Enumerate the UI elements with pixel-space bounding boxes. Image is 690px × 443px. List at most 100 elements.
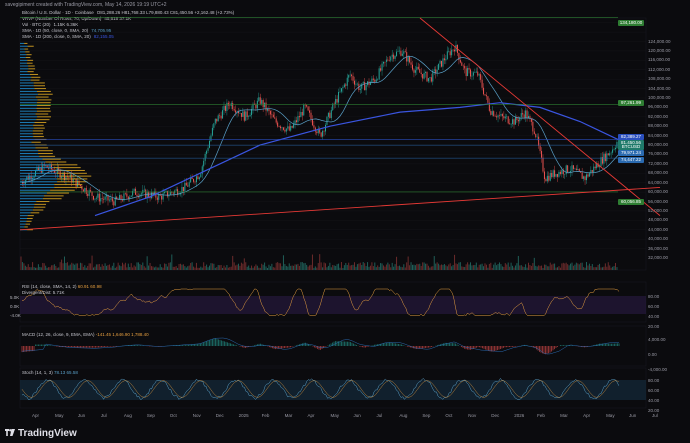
- candle-body: [345, 84, 347, 86]
- candle-body: [248, 116, 250, 117]
- macd-histogram-bar: [375, 344, 377, 346]
- candle-body: [242, 111, 244, 117]
- volume-bar: [559, 267, 561, 270]
- volume-profile-down: [24, 48, 29, 50]
- macd-histogram-bar: [600, 343, 602, 346]
- macd-histogram-bar: [354, 344, 356, 346]
- volume-bar: [536, 266, 538, 270]
- macd-histogram-bar: [84, 346, 86, 348]
- candle-body: [503, 116, 505, 119]
- legend-row[interactable]: SMA · 1D (200, close, 0, SMA, 20) 82,155.…: [22, 34, 114, 39]
- volume-bar: [599, 263, 601, 270]
- candle-body: [287, 126, 289, 129]
- macd-histogram-bar: [303, 342, 305, 346]
- volume-bar: [594, 267, 596, 270]
- candle-body: [33, 176, 35, 178]
- volume-bar: [130, 263, 132, 270]
- volume-bar: [269, 266, 271, 270]
- volume-bar: [504, 263, 506, 270]
- volume-bar: [203, 262, 205, 270]
- volume-bar: [565, 262, 567, 270]
- macd-histogram-bar: [230, 343, 231, 346]
- volume-bar: [542, 267, 544, 270]
- volume-profile-up: [20, 121, 35, 123]
- volume-profile-down: [35, 147, 49, 149]
- macd-histogram-bar: [135, 345, 137, 346]
- volume-bar: [149, 262, 151, 270]
- volume-bar: [303, 263, 305, 270]
- tradingview-brand[interactable]: TradingView: [18, 428, 77, 439]
- macd-histogram-bar: [389, 342, 390, 346]
- candle-body: [361, 83, 363, 89]
- legend-row[interactable]: VRVP (Number Of Rows, 70, Up/Down) 45,618…: [22, 16, 131, 21]
- candle-body: [583, 176, 585, 179]
- candle-body: [400, 50, 402, 56]
- candle-body: [339, 91, 341, 93]
- candle-body: [514, 117, 516, 125]
- rsi-band: [20, 296, 646, 314]
- macd-histogram-bar: [287, 346, 288, 348]
- candle-body: [383, 61, 384, 64]
- macd-histogram-bar: [183, 345, 185, 346]
- candle-body: [311, 118, 313, 126]
- price-axis-label: 44,000.00: [648, 226, 669, 232]
- volume-bar: [588, 263, 590, 270]
- volume-bar: [197, 267, 199, 270]
- macd-histogram-bar: [474, 346, 476, 349]
- legend-row[interactable]: Vol · BTC (20) 1.15K 6.36K: [22, 22, 78, 27]
- volume-bar: [133, 265, 135, 270]
- macd-histogram-bar: [48, 345, 50, 346]
- legend-row[interactable]: SMA · 1D (50, close, 0, SMA, 20) 74,705.9…: [22, 28, 111, 33]
- candle-body: [298, 116, 300, 118]
- volume-profile-up: [20, 217, 27, 219]
- macd-histogram-bar: [425, 346, 426, 348]
- legend-row[interactable]: Bitcoin / U.S. Dollar · 1D · Coinbase O81…: [22, 10, 234, 15]
- volume-bar: [354, 262, 355, 270]
- candle-body: [615, 147, 616, 150]
- candle-body: [165, 190, 167, 192]
- volume-profile-up: [20, 102, 37, 104]
- macd-histogram-bar: [243, 346, 245, 348]
- macd-histogram-bar: [222, 340, 224, 346]
- volume-bar: [377, 265, 379, 270]
- macd-histogram-bar: [444, 342, 446, 346]
- volume-bar: [143, 266, 145, 270]
- candle-body: [306, 105, 308, 107]
- candle-body: [140, 193, 142, 195]
- volume-bar: [235, 265, 237, 270]
- stoch-label: Stoch (14, 1, 3) 78.13 65.58: [22, 370, 78, 375]
- macd-histogram-bar: [33, 346, 35, 351]
- macd-histogram-bar: [362, 346, 363, 348]
- volume-bar: [165, 263, 167, 270]
- volume-bar: [300, 262, 302, 270]
- candle-body: [239, 113, 241, 114]
- macd-histogram-bar: [561, 345, 563, 346]
- candle-body: [161, 195, 163, 200]
- candle-body: [452, 49, 454, 51]
- candle-body: [58, 167, 60, 171]
- volume-profile-down: [43, 195, 64, 197]
- macd-histogram-bar: [552, 346, 554, 351]
- macd-histogram-bar: [431, 346, 432, 347]
- volume-profile-down: [42, 158, 61, 160]
- macd-histogram-bar: [494, 346, 495, 352]
- volume-bar: [264, 262, 266, 270]
- macd-histogram-bar: [231, 343, 233, 346]
- candle-body: [546, 175, 548, 182]
- volume-profile-down: [26, 217, 33, 219]
- volume-bar: [213, 263, 215, 270]
- macd-histogram-bar: [614, 343, 615, 346]
- candle-body: [26, 176, 28, 181]
- candle-body: [529, 116, 531, 119]
- candle-body: [84, 187, 86, 192]
- candle-body: [87, 193, 89, 196]
- volume-bar: [190, 263, 192, 270]
- candle-body: [509, 123, 511, 125]
- macd-histogram-bar: [506, 346, 507, 348]
- macd-histogram-bar: [36, 344, 38, 346]
- volume-bar: [401, 267, 403, 270]
- volume-bar: [236, 264, 238, 270]
- candle-body: [414, 70, 416, 73]
- macd-histogram-bar: [407, 346, 408, 347]
